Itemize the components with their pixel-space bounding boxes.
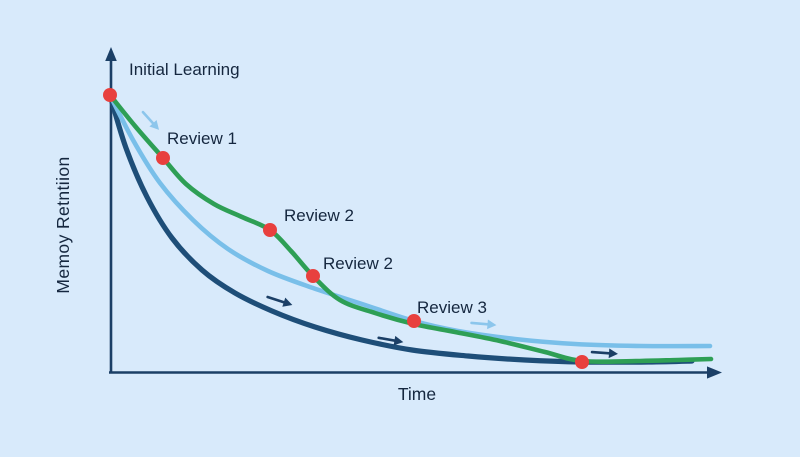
review-marker (156, 151, 170, 165)
review-marker (407, 314, 421, 328)
annotation-label: Review 2 (323, 254, 393, 273)
flow-arrow-icon (590, 348, 618, 359)
annotation-labels: Initial Learning Review 1 Review 2 Review 2… (129, 60, 487, 317)
x-axis-label: Time (398, 384, 436, 404)
slow-decay-curve (107, 92, 713, 349)
y-axis-arrowhead-icon (105, 47, 117, 61)
x-axis-arrowhead-icon (707, 366, 722, 379)
forgetting-curve-without-review (107, 92, 695, 365)
annotation-label: Initial Learning (129, 60, 240, 79)
annotation-label: Review 1 (167, 129, 237, 148)
review-point-markers (103, 88, 589, 369)
flow-arrow-icon (377, 335, 404, 346)
annotation-label: Review 2 (284, 206, 354, 225)
flow-arrow-icon (141, 110, 160, 130)
review-marker (575, 355, 589, 369)
y-axis-label: Memoy Retntiion (53, 156, 73, 293)
axes (105, 47, 722, 379)
flow-arrow-icon (470, 319, 497, 330)
flow-arrow-icon (266, 295, 293, 307)
review-marker (263, 223, 277, 237)
annotation-label: Review 3 (417, 298, 487, 317)
review-marker (103, 88, 117, 102)
flow-direction-arrows (141, 110, 618, 359)
review-marker (306, 269, 320, 283)
